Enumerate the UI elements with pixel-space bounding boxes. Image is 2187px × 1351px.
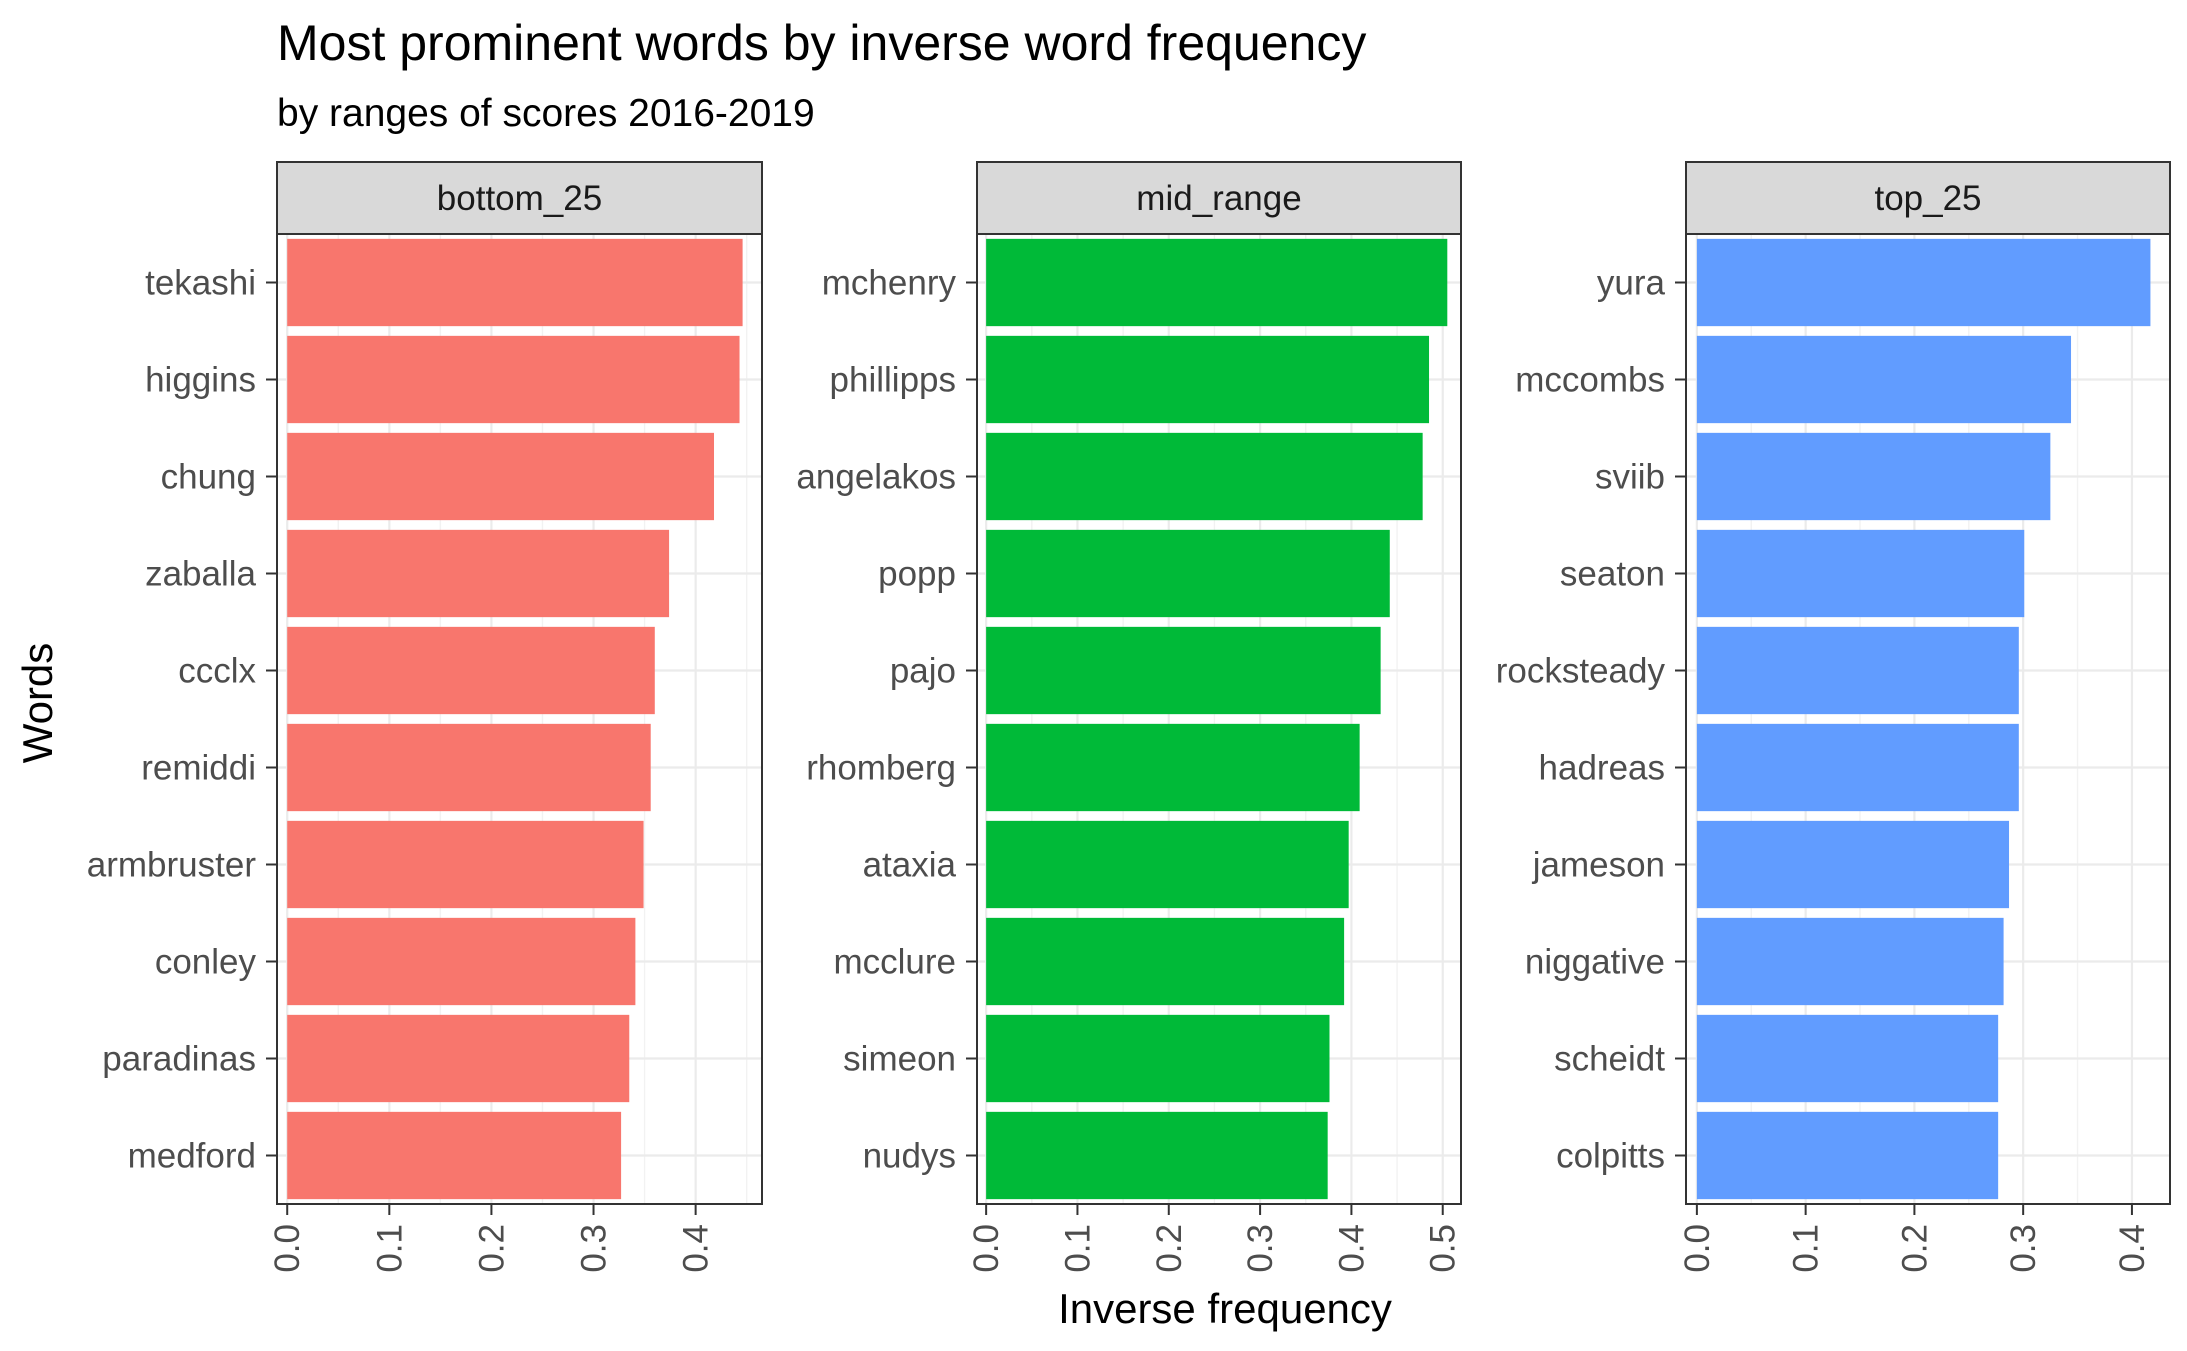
- y-tick-label: tekashi: [145, 264, 256, 303]
- bar-scheidt: [1696, 1014, 1999, 1103]
- bar-mccombs: [1696, 335, 2072, 424]
- y-tick-label: seaton: [1560, 555, 1665, 594]
- y-tick-label: yura: [1597, 264, 1666, 303]
- y-tick-label: simeon: [843, 1040, 956, 1079]
- bar-hadreas: [1696, 723, 2019, 812]
- y-tick-label: mchenry: [822, 264, 957, 303]
- facet-strip: [976, 161, 1462, 235]
- y-tick-label: conley: [155, 943, 257, 982]
- bar-yura: [1696, 238, 2151, 327]
- y-tick-label: rhomberg: [806, 749, 956, 788]
- bar-medford: [287, 1111, 622, 1200]
- facet-strip: [276, 161, 763, 235]
- y-tick-label: mcclure: [833, 943, 956, 982]
- bar-popp: [986, 529, 1390, 618]
- y-tick-label: ccclx: [178, 652, 256, 691]
- y-axis-title: Words: [14, 643, 61, 764]
- bar-angelakos: [986, 432, 1423, 521]
- x-tick-label: 0.4: [2113, 1224, 2152, 1273]
- y-tick-label: niggative: [1525, 943, 1665, 982]
- bar-armbruster: [287, 820, 644, 909]
- y-tick-label: jameson: [1532, 846, 1665, 885]
- x-axis-title: Inverse frequency: [1058, 1285, 1392, 1332]
- y-tick-label: medford: [128, 1137, 256, 1176]
- bar-niggative: [1696, 917, 2004, 1006]
- bar-paradinas: [287, 1014, 630, 1103]
- bar-seaton: [1696, 529, 2025, 618]
- x-tick-label: 0.1: [1787, 1224, 1826, 1273]
- x-tick-label: 0.3: [1241, 1224, 1280, 1273]
- x-tick-label: 0.1: [1058, 1224, 1097, 1273]
- bar-rocksteady: [1696, 626, 2019, 715]
- x-tick-label: 0.3: [2004, 1224, 2043, 1273]
- facet-strip: [1685, 161, 2171, 235]
- bar-rhomberg: [986, 723, 1360, 812]
- bar-jameson: [1696, 820, 2010, 909]
- y-tick-label: ataxia: [863, 846, 957, 885]
- bar-higgins: [287, 335, 740, 424]
- y-tick-label: chung: [161, 458, 256, 497]
- x-tick-label: 0.2: [472, 1224, 511, 1273]
- y-tick-label: remiddi: [141, 749, 256, 788]
- x-tick-label: 0.0: [268, 1224, 307, 1273]
- x-tick-label: 0.4: [1332, 1224, 1371, 1273]
- x-tick-label: 0.1: [370, 1224, 409, 1273]
- y-tick-label: sviib: [1595, 458, 1665, 497]
- bar-mcclure: [986, 917, 1345, 1006]
- chart-title: Most prominent words by inverse word fre…: [277, 15, 1366, 71]
- x-tick-label: 0.5: [1424, 1224, 1463, 1273]
- facet-strip-label: mid_range: [1136, 179, 1301, 218]
- bar-conley: [287, 917, 636, 1006]
- bar-phillipps: [986, 335, 1430, 424]
- x-tick-label: 0.4: [677, 1224, 716, 1273]
- y-tick-label: armbruster: [87, 846, 257, 885]
- x-tick-label: 0.0: [967, 1224, 1006, 1273]
- bar-pajo: [986, 626, 1381, 715]
- bar-sviib: [1696, 432, 2051, 521]
- bar-ccclx: [287, 626, 655, 715]
- bar-nudys: [986, 1111, 1328, 1200]
- y-tick-label: pajo: [890, 652, 956, 691]
- bar-mchenry: [986, 238, 1448, 327]
- bar-ataxia: [986, 820, 1349, 909]
- y-tick-label: popp: [878, 555, 956, 594]
- y-tick-label: nudys: [863, 1137, 956, 1176]
- y-tick-label: rocksteady: [1496, 652, 1666, 691]
- bar-tekashi: [287, 238, 743, 327]
- bar-remiddi: [287, 723, 651, 812]
- x-tick-label: 0.3: [575, 1224, 614, 1273]
- y-tick-label: zaballa: [145, 555, 256, 594]
- y-tick-label: hadreas: [1539, 749, 1665, 788]
- y-tick-label: higgins: [145, 361, 256, 400]
- bar-chung: [287, 432, 715, 521]
- y-tick-label: scheidt: [1554, 1040, 1665, 1079]
- bar-zaballa: [287, 529, 670, 618]
- bar-colpitts: [1696, 1111, 1999, 1200]
- x-tick-label: 0.2: [1895, 1224, 1934, 1273]
- x-tick-label: 0.0: [1678, 1224, 1717, 1273]
- y-tick-label: colpitts: [1556, 1137, 1665, 1176]
- facet-strip-label: top_25: [1874, 179, 1981, 218]
- y-tick-label: angelakos: [796, 458, 956, 497]
- bar-simeon: [986, 1014, 1330, 1103]
- y-tick-label: mccombs: [1515, 361, 1665, 400]
- chart-subtitle: by ranges of scores 2016-2019: [277, 92, 815, 135]
- facet-strip-label: bottom_25: [437, 179, 602, 218]
- y-tick-label: phillipps: [830, 361, 956, 400]
- y-tick-label: paradinas: [102, 1040, 256, 1079]
- x-tick-label: 0.2: [1150, 1224, 1189, 1273]
